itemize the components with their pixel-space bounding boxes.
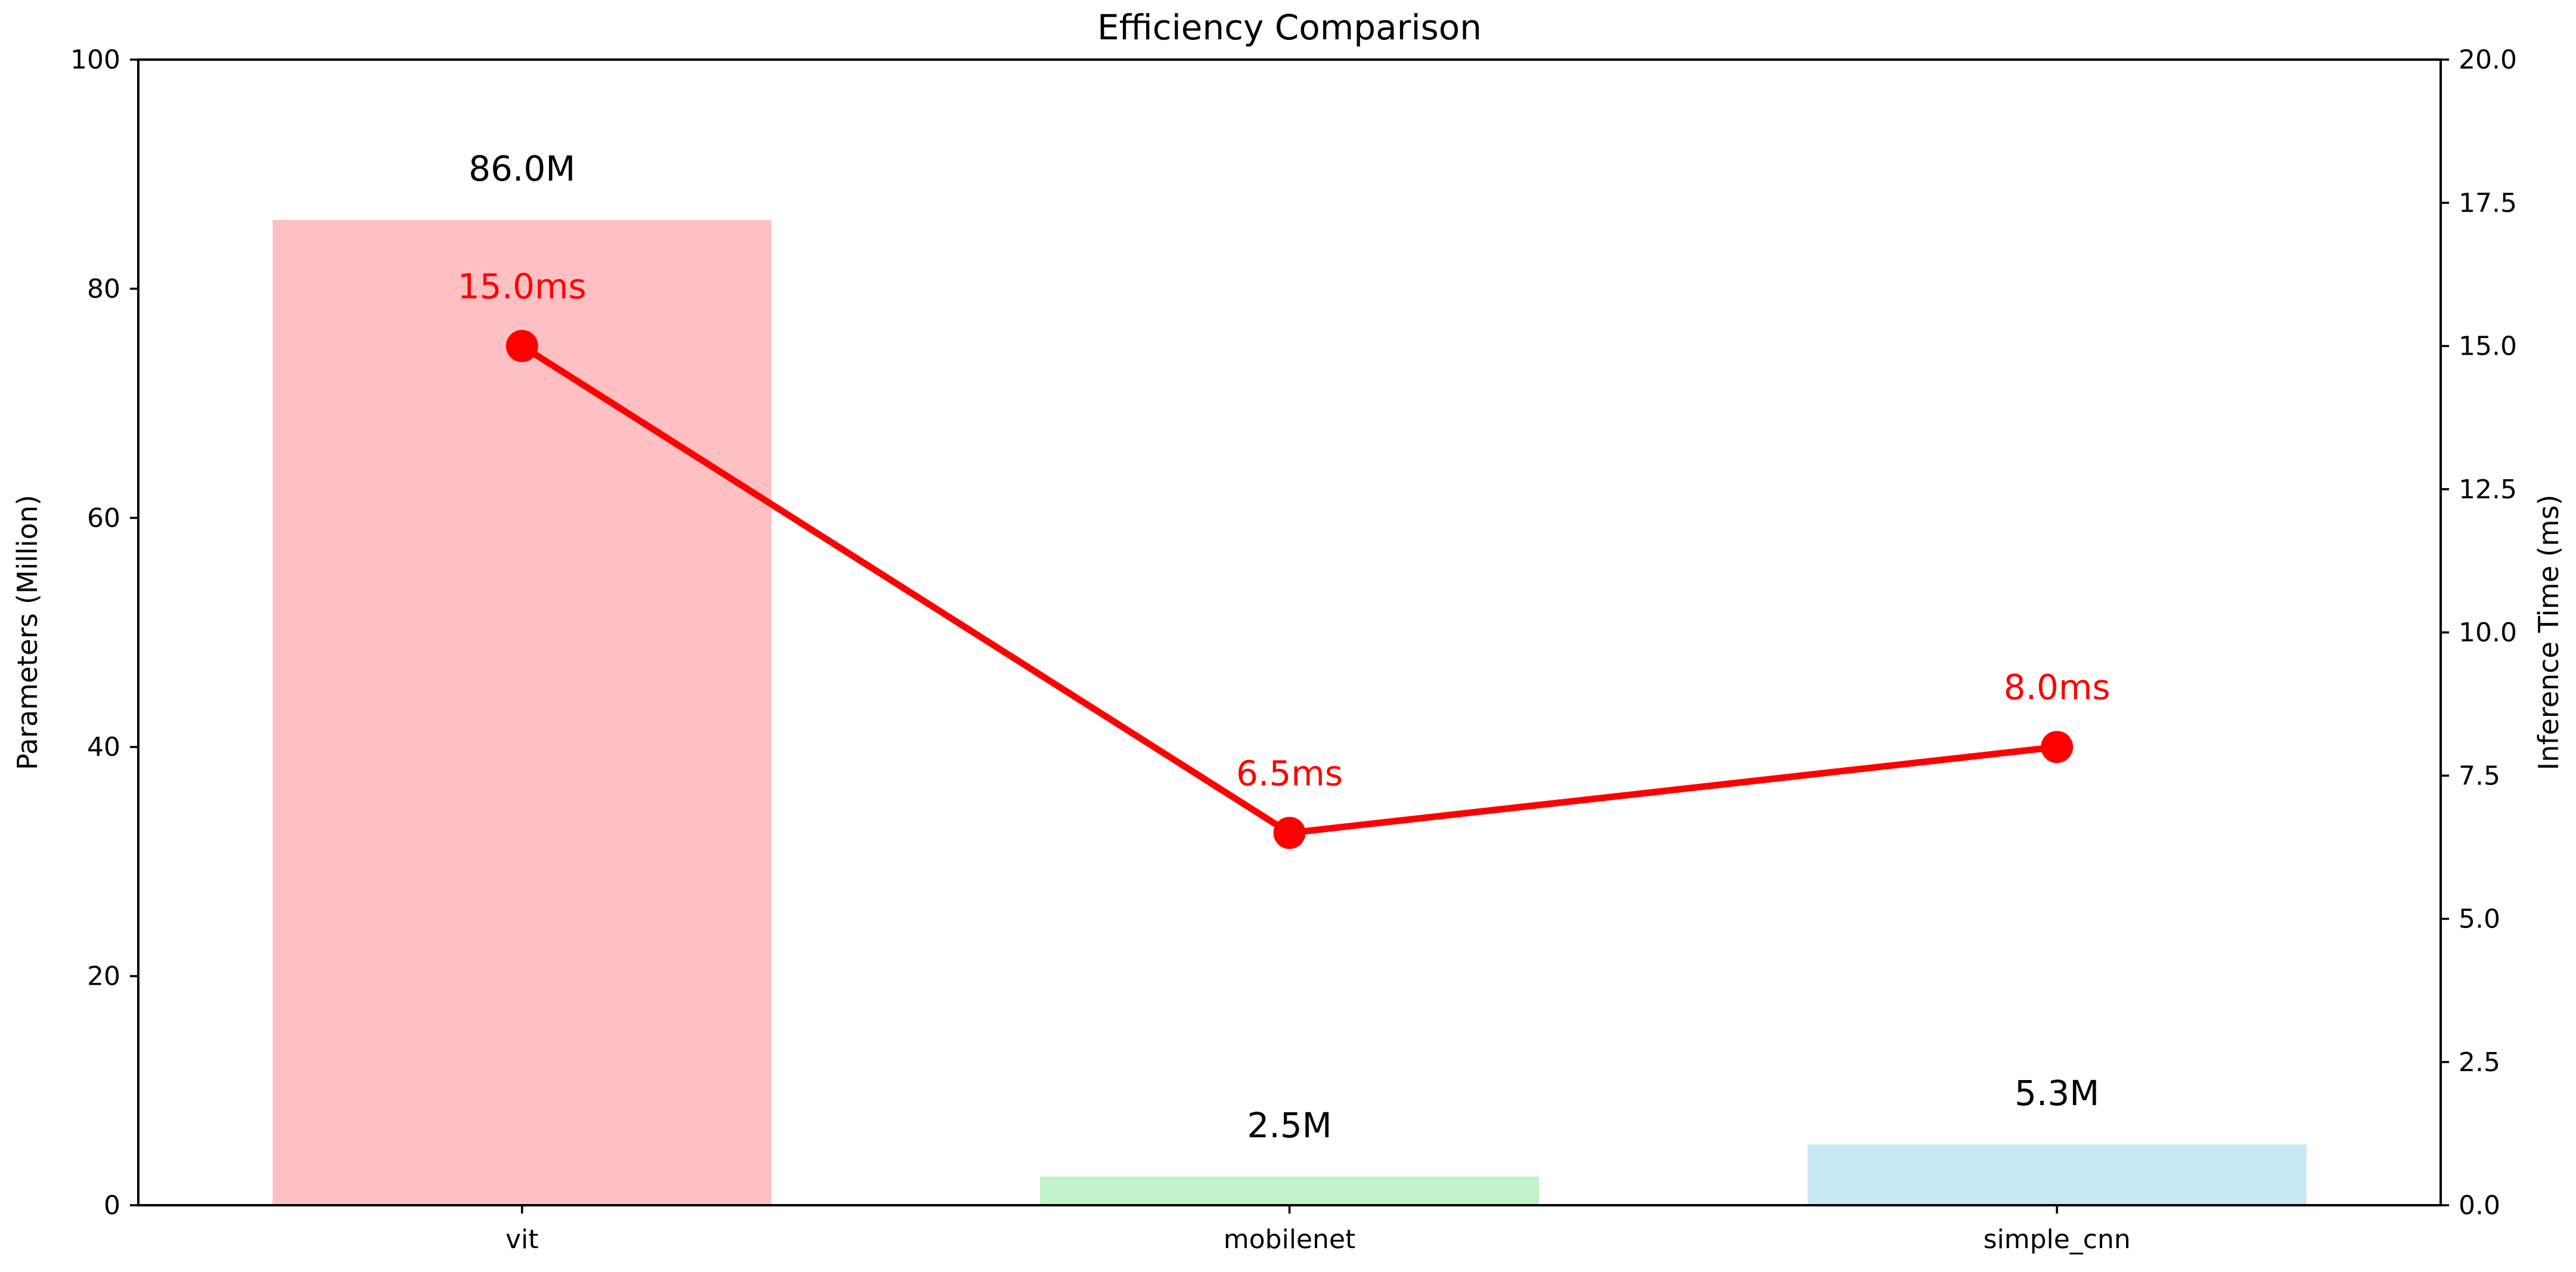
inference-time-point-vit	[505, 330, 538, 362]
right-tick-label: 20.0	[2459, 45, 2517, 75]
right-tick-label: 17.5	[2459, 188, 2517, 218]
left-tick: 20	[87, 961, 138, 992]
right-tick-label: 0.0	[2459, 1190, 2500, 1221]
left-tick: 100	[70, 45, 138, 75]
left-tick: 0	[104, 1190, 138, 1221]
inference-time-label: 6.5ms	[1236, 753, 1343, 793]
right-tick-label: 2.5	[2459, 1047, 2500, 1078]
right-tick: 17.5	[2441, 188, 2517, 218]
bar-mobilenet	[1040, 1176, 1539, 1205]
right-tick-label: 12.5	[2459, 474, 2517, 505]
left-axis-label: Parameters (Million)	[11, 495, 44, 770]
right-tick: 15.0	[2441, 331, 2517, 362]
left-tick: 80	[87, 274, 138, 304]
left-tick: 60	[87, 503, 138, 533]
bar-value-label: 2.5M	[1247, 1105, 1332, 1146]
x-tick-label: vit	[505, 1224, 539, 1255]
right-tick-label: 5.0	[2459, 904, 2500, 935]
right-tick-label: 10.0	[2459, 618, 2517, 648]
left-tick-label: 40	[87, 732, 120, 762]
x-tick: mobilenet	[1224, 1205, 1355, 1255]
bars	[272, 220, 2307, 1206]
inference-time-point-mobilenet	[1273, 817, 1306, 849]
x-tick-label: mobilenet	[1224, 1224, 1355, 1255]
bar-simple_cnn	[1807, 1144, 2307, 1205]
bar-value-label: 86.0M	[468, 148, 575, 189]
right-y-axis: 0.0 2.5 5.0 7.5 10.0 12.5 15.0 17.5 20.0	[2441, 45, 2517, 1221]
right-tick-label: 15.0	[2459, 331, 2517, 362]
x-tick-label: simple_cnn	[1984, 1224, 2131, 1255]
chart-title: Efficiency Comparison	[1097, 7, 1482, 48]
inference-time-point-simple_cnn	[2041, 731, 2074, 764]
left-y-axis: 0 20 40 60 80 100	[70, 45, 138, 1221]
x-tick: simple_cnn	[1984, 1205, 2131, 1255]
left-tick-label: 100	[70, 45, 120, 75]
right-tick: 2.5	[2441, 1047, 2500, 1078]
right-tick: 7.5	[2441, 761, 2500, 791]
right-tick: 0.0	[2441, 1190, 2500, 1221]
left-tick: 40	[87, 732, 138, 762]
x-tick: vit	[505, 1205, 539, 1255]
bar-vit	[272, 220, 772, 1206]
right-tick-label: 7.5	[2459, 761, 2500, 791]
time-labels: 15.0ms 6.5ms 8.0ms	[458, 266, 2111, 794]
inference-time-label: 15.0ms	[458, 266, 586, 307]
bar-labels: 86.0M 2.5M 5.3M	[468, 148, 2099, 1146]
right-tick: 5.0	[2441, 904, 2500, 935]
inference-time-label: 8.0ms	[2004, 667, 2111, 708]
left-tick-label: 60	[87, 503, 120, 533]
right-axis-label: Inference Time (ms)	[2532, 495, 2565, 771]
x-axis: vit mobilenet simple_cnn	[505, 1205, 2131, 1255]
right-tick: 12.5	[2441, 474, 2517, 505]
left-tick-label: 0	[104, 1190, 120, 1221]
right-tick: 20.0	[2441, 45, 2517, 75]
left-tick-label: 20	[87, 961, 120, 992]
inference-time-line	[505, 330, 2074, 849]
right-tick: 10.0	[2441, 618, 2517, 648]
left-tick-label: 80	[87, 274, 120, 304]
bar-value-label: 5.3M	[2015, 1073, 2099, 1113]
